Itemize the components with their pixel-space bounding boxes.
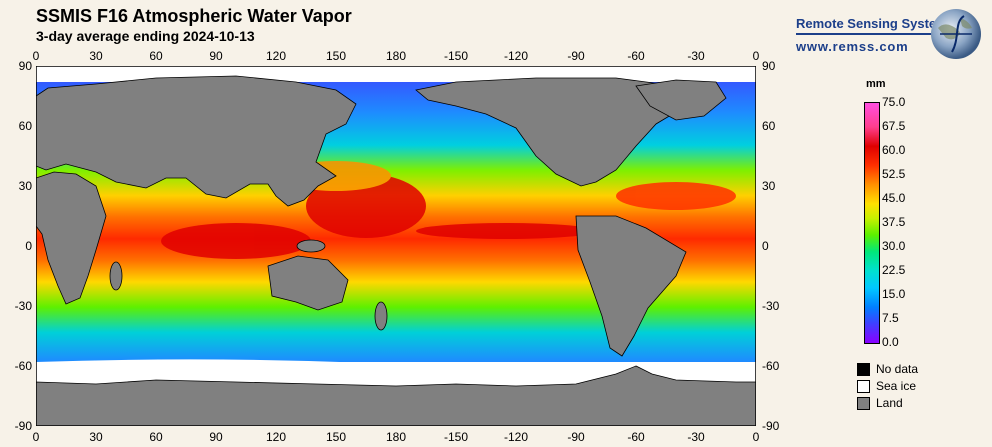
eurasia-land xyxy=(36,75,357,207)
lon-tick-label: 30 xyxy=(89,430,103,444)
lon-tick-label: 120 xyxy=(265,430,287,444)
colorbar-tick-label: 30.0 xyxy=(882,239,906,253)
lat-tick-label: 60 xyxy=(18,119,32,133)
colorbar-tick-label: 22.5 xyxy=(882,263,906,277)
colorbar-tick-label: 37.5 xyxy=(882,215,906,229)
legend-label: No data xyxy=(876,362,919,376)
lon-tick-label: -150 xyxy=(443,49,469,63)
lat-tick-label: -30 xyxy=(14,299,32,313)
legend-item-sea-ice: Sea ice xyxy=(857,379,916,393)
colorbar-unit: mm xyxy=(866,78,886,90)
lon-tick-label: 150 xyxy=(325,430,347,444)
sea-ice-swatch xyxy=(857,379,870,393)
lat-tick-label: 90 xyxy=(18,59,32,73)
globe-logo-icon xyxy=(931,9,981,59)
no-data-swatch xyxy=(857,362,870,376)
colorbar-tick-label: 0.0 xyxy=(882,335,899,349)
antarctica-land xyxy=(36,365,756,426)
legend-label: Land xyxy=(876,396,903,410)
colorbar-tick-label: 45.0 xyxy=(882,191,906,205)
legend-item-land: Land xyxy=(857,396,903,410)
lon-tick-label: 180 xyxy=(385,430,407,444)
colorbar xyxy=(864,102,880,344)
lat-tick-label: -90 xyxy=(14,419,32,433)
lon-tick-label: -30 xyxy=(687,49,705,63)
australia-land xyxy=(267,255,349,311)
lat-tick-label: -30 xyxy=(762,299,780,313)
lon-tick-label: -90 xyxy=(567,49,585,63)
lat-tick-label: 30 xyxy=(18,179,32,193)
borneo-land xyxy=(296,239,326,253)
land-masses xyxy=(36,75,756,426)
lat-tick-label: 90 xyxy=(762,59,776,73)
lon-tick-label: -150 xyxy=(443,430,469,444)
lat-tick-label: 0 xyxy=(25,239,32,253)
lon-tick-label: 0 xyxy=(32,430,40,444)
brand-url: www.remss.com xyxy=(796,39,909,54)
brand-divider xyxy=(796,33,952,35)
map-title: SSMIS F16 Atmospheric Water Vapor xyxy=(36,6,352,26)
lon-tick-label: 30 xyxy=(89,49,103,63)
legend-item-no-data: No data xyxy=(857,362,918,376)
brand-name: Remote Sensing Systems xyxy=(796,16,955,31)
lon-tick-label: -120 xyxy=(503,49,529,63)
colorbar-tick-label: 52.5 xyxy=(882,167,906,181)
lon-tick-label: 180 xyxy=(385,49,407,63)
lon-tick-label: 90 xyxy=(209,49,223,63)
lon-tick-label: -30 xyxy=(687,430,705,444)
lon-tick-label: -90 xyxy=(567,430,585,444)
lon-tick-label: -60 xyxy=(627,430,645,444)
lat-tick-label: -60 xyxy=(762,359,780,373)
lon-tick-label: 120 xyxy=(265,49,287,63)
lon-tick-label: 60 xyxy=(149,49,163,63)
lon-tick-label: 90 xyxy=(209,430,223,444)
madagascar-land xyxy=(109,261,123,291)
colorbar-tick-label: 60.0 xyxy=(882,143,906,157)
lat-tick-label: -60 xyxy=(14,359,32,373)
lat-tick-label: 30 xyxy=(762,179,776,193)
colorbar-tick-label: 15.0 xyxy=(882,287,906,301)
map-subtitle: 3-day average ending 2024-10-13 xyxy=(36,28,255,44)
water-vapor-map xyxy=(36,66,756,426)
colorbar-tick-label: 75.0 xyxy=(882,95,906,109)
lat-tick-label: -90 xyxy=(762,419,780,433)
lon-tick-label: 0 xyxy=(752,430,760,444)
new-zealand-land xyxy=(374,301,388,331)
lon-tick-label: 0 xyxy=(752,49,760,63)
north-america-land xyxy=(415,77,687,187)
greenland-land xyxy=(635,79,727,121)
colorbar-tick-label: 67.5 xyxy=(882,119,906,133)
lon-tick-label: 150 xyxy=(325,49,347,63)
legend-label: Sea ice xyxy=(876,379,917,393)
land-swatch xyxy=(857,396,870,410)
south-america-land xyxy=(575,215,687,357)
colorbar-tick-label: 7.5 xyxy=(882,311,899,325)
lon-tick-label: -60 xyxy=(627,49,645,63)
lon-tick-label: -120 xyxy=(503,430,529,444)
africa-land xyxy=(36,171,107,305)
lon-tick-label: 60 xyxy=(149,430,163,444)
lon-tick-label: 0 xyxy=(32,49,40,63)
lat-tick-label: 60 xyxy=(762,119,776,133)
lat-tick-label: 0 xyxy=(762,239,769,253)
